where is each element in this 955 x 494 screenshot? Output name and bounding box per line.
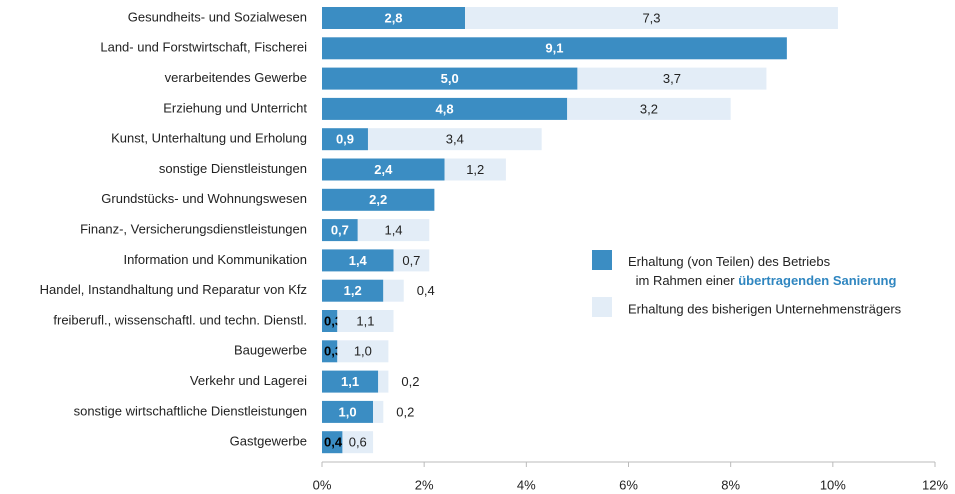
y-tick-label: freiberufl., wissenschaftl. und techn. D… [53,312,307,327]
value-label: 0,7 [402,253,420,268]
y-tick-label: Kunst, Unterhaltung und Erholung [111,131,307,146]
value-label: 0,4 [324,435,343,450]
y-tick-label: sonstige Dienstleistungen [159,161,307,176]
y-tick-label: Handel, Instandhaltung und Reparatur von… [40,282,307,297]
bar-segment [378,370,389,393]
y-tick-label: sonstige wirtschaftliche Dienstleistunge… [74,403,307,418]
bar-segment [577,67,767,90]
y-tick-label: Grundstücks- und Wohnungswesen [101,191,307,206]
value-label: 0,2 [401,374,419,389]
y-tick-label: Information und Kommunikation [123,252,307,267]
y-tick-label: Baugewerbe [234,343,307,358]
bar-segment [322,370,379,393]
bar-segment [322,279,384,302]
legend-label: Erhaltung (von Teilen) des Betriebs im R… [628,254,896,288]
bar-segment [367,128,542,151]
x-tick-label: 2% [415,477,434,492]
y-tick-label: Erziehung und Unterricht [163,100,307,115]
x-tick-label: 0% [313,477,332,492]
bar-segment [357,219,430,242]
value-label: 3,2 [640,101,658,116]
bar-segment [444,158,506,181]
value-label: 2,2 [369,192,387,207]
value-label: 3,7 [663,71,681,86]
value-label: 2,4 [374,162,393,177]
value-label: 0,4 [417,283,435,298]
value-label: 1,4 [384,223,402,238]
value-label: 7,3 [642,10,660,25]
bar-segment [322,158,445,181]
bar-segment [393,249,430,272]
bar-segment [322,249,394,272]
bar-segment [373,400,384,423]
x-tick-label: 4% [517,477,536,492]
value-label: 4,8 [436,101,454,116]
value-label: 9,1 [545,41,563,56]
bar-segment [322,67,578,90]
value-label: 1,1 [356,313,374,328]
bar-segment [322,400,374,423]
value-label: 0,9 [336,132,354,147]
bar-segment [383,279,404,302]
legend-swatch [592,250,612,270]
bar-segment [322,431,343,454]
bar-segment [342,431,374,454]
y-tick-label: Land- und Forstwirtschaft, Fischerei [100,40,307,55]
value-label: 1,4 [349,253,368,268]
x-tick-label: 12% [922,477,948,492]
bar-segment [322,219,358,242]
bar-segment [322,7,466,29]
bar-segment [322,37,787,60]
x-tick-label: 8% [721,477,740,492]
x-tick-label: 6% [619,477,638,492]
y-tick-label: Finanz-, Versicherungsdienstleistungen [80,222,307,237]
bar-segment [337,310,394,332]
value-label: 1,1 [341,374,359,389]
value-label: 2,8 [384,10,402,25]
value-label: 3,4 [446,132,464,147]
y-tick-label: Gesundheits- und Sozialwesen [128,9,307,24]
bar-segment [322,188,435,211]
value-label: 0,7 [331,223,349,238]
y-tick-label: verarbeitendes Gewerbe [165,70,307,85]
bar-segment [322,97,568,120]
value-label: 1,2 [466,162,484,177]
x-tick-label: 10% [820,477,846,492]
bar-segment [322,340,338,363]
legend-swatch [592,297,612,317]
value-label: 0,6 [349,435,367,450]
bar-segment [567,97,731,120]
value-label: 1,0 [339,404,357,419]
y-tick-label: Gastgewerbe [230,434,307,449]
y-tick-label: Verkehr und Lagerei [190,373,307,388]
bar-segment [322,310,338,332]
value-label: 1,0 [354,344,372,359]
legend-label: Erhaltung des bisherigen Unternehmensträ… [628,301,902,316]
value-label: 5,0 [441,71,459,86]
bar-segment [322,128,368,151]
value-label: 1,2 [344,283,362,298]
value-label: 0,2 [396,404,414,419]
bar-segment [337,340,389,363]
bar-segment [465,7,838,29]
